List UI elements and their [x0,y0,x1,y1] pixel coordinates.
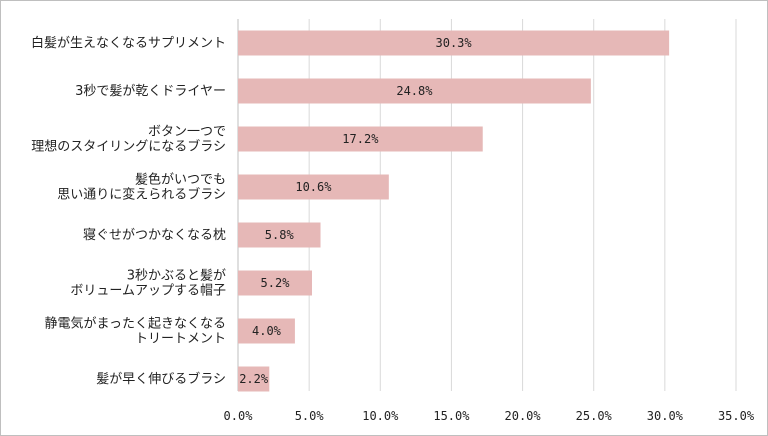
category-label: 寝ぐせがつかなくなる枕 [83,227,226,243]
category-label: 3秒で髪が乾くドライヤー [75,84,226,99]
bar [238,78,591,104]
x-tick-label: 35.0% [718,409,755,423]
data-label: 5.2% [261,276,291,290]
bar-layer [238,30,670,392]
x-tick-label: 5.0% [295,409,325,423]
category-label: 静電気がまったく起きなくなる [45,316,226,332]
data-label: 5.8% [265,228,295,242]
data-label: 24.8% [396,84,433,98]
grid-layer [237,19,737,391]
x-tick-label: 10.0% [362,409,399,423]
data-label: 17.2% [342,132,379,146]
category-label: ボリュームアップする帽子 [70,283,226,299]
category-label: 思い通りに変えられるブラシ [57,187,226,203]
label-layer: 0.0% 5.0% 10.0% 15.0% 20.0% 25.0% 30.0% 35.0% 30… [31,35,755,423]
category-label: ボタン一つで [148,125,226,140]
bar [238,222,321,248]
data-label: 30.3% [436,36,473,50]
bar [238,318,295,344]
data-label: 4.0% [252,324,282,338]
category-label: 3秒かぶると髪が [127,269,226,284]
bar [238,366,270,392]
x-tick-label: 25.0% [576,409,613,423]
bar [238,270,312,296]
category-label: 髪が早く伸びるブラシ [96,371,226,387]
bar [238,30,670,56]
bar [238,126,483,152]
x-tick-label: 15.0% [433,409,470,423]
category-label: 理想のスタイリングになるブラシ [31,139,226,155]
category-label: トリートメント [135,332,226,347]
x-tick-label: 30.0% [647,409,684,423]
x-tick-label: 0.0% [224,409,254,423]
category-label: 髪色がいつでも [135,172,226,188]
x-tick-label: 20.0% [505,409,542,423]
category-label: 白髪が生えなくなるサプリメント [31,35,226,51]
data-label: 2.2% [239,372,269,386]
data-label: 10.6% [295,180,332,194]
bar [238,174,389,200]
